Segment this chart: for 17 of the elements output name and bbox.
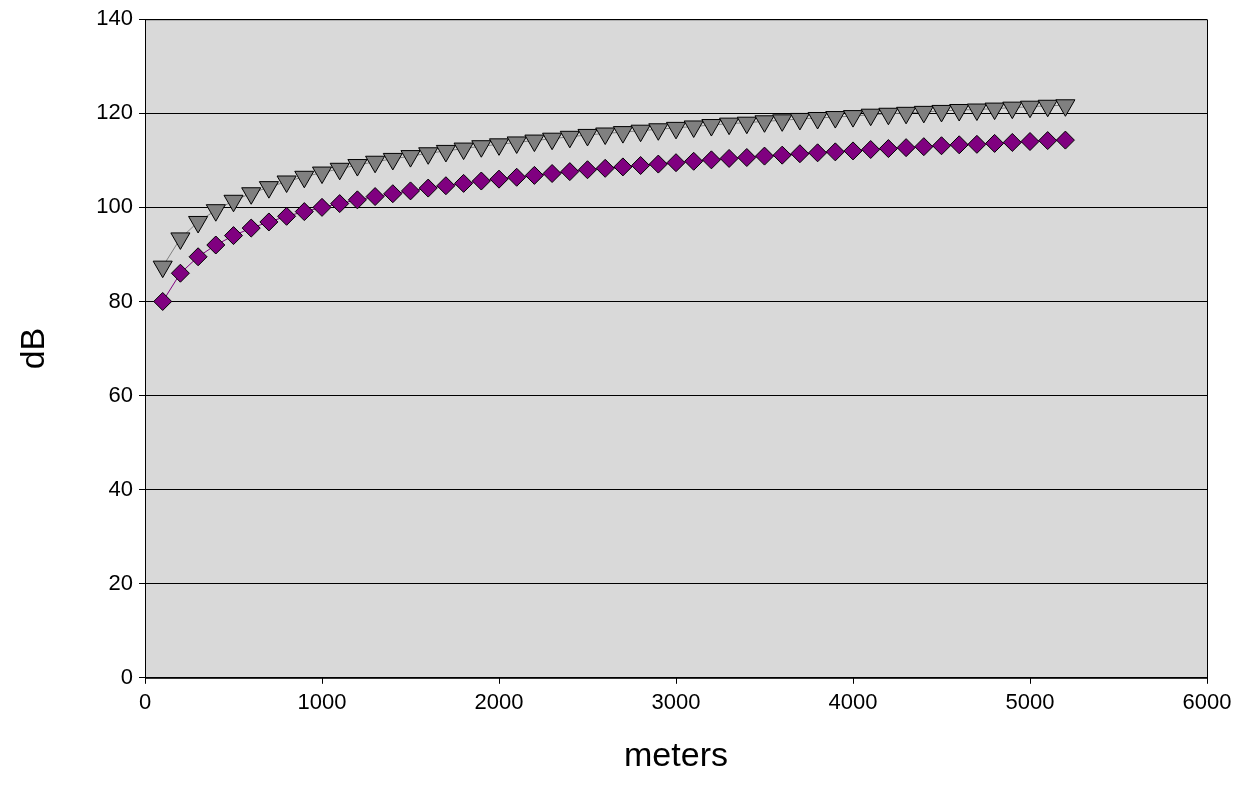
x-tick-label: 3000 bbox=[651, 689, 701, 715]
y-tick-label: 80 bbox=[108, 287, 133, 313]
y-tick-label: 100 bbox=[96, 193, 133, 219]
x-tick-label: 4000 bbox=[828, 689, 878, 715]
y-tick-label: 120 bbox=[96, 99, 133, 125]
y-tick-label: 20 bbox=[108, 569, 133, 595]
y-tick-label: 0 bbox=[120, 663, 133, 689]
y-tick-label: 140 bbox=[96, 5, 133, 31]
x-axis-title: meters bbox=[624, 734, 728, 773]
x-tick-label: 5000 bbox=[1005, 689, 1055, 715]
y-tick-label: 60 bbox=[108, 381, 133, 407]
x-tick-label: 0 bbox=[138, 689, 152, 715]
x-tick-label: 6000 bbox=[1182, 689, 1232, 715]
y-axis-title: dB bbox=[12, 327, 51, 370]
y-tick-label: 40 bbox=[108, 475, 133, 501]
x-tick-label: 1000 bbox=[297, 689, 347, 715]
x-tick-label: 2000 bbox=[474, 689, 524, 715]
